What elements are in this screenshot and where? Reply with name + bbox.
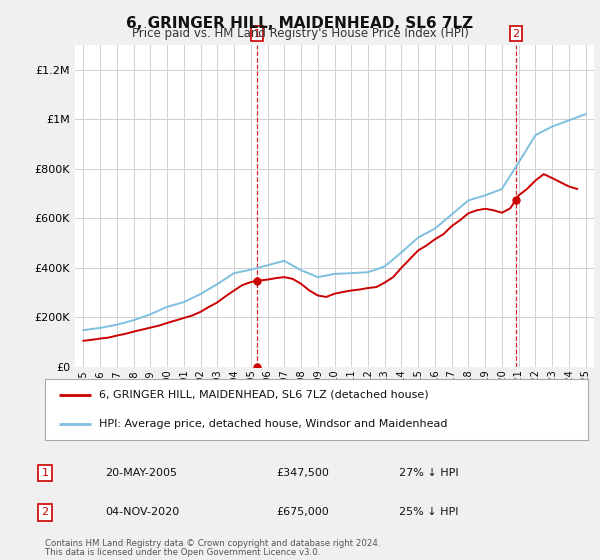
Text: 6, GRINGER HILL, MAIDENHEAD, SL6 7LZ (detached house): 6, GRINGER HILL, MAIDENHEAD, SL6 7LZ (de… xyxy=(100,390,429,400)
Text: This data is licensed under the Open Government Licence v3.0.: This data is licensed under the Open Gov… xyxy=(45,548,320,557)
Text: 04-NOV-2020: 04-NOV-2020 xyxy=(105,507,179,517)
Text: £675,000: £675,000 xyxy=(276,507,329,517)
Text: £347,500: £347,500 xyxy=(276,468,329,478)
Text: 2: 2 xyxy=(41,507,49,517)
Text: 1: 1 xyxy=(41,468,49,478)
Text: Price paid vs. HM Land Registry's House Price Index (HPI): Price paid vs. HM Land Registry's House … xyxy=(131,27,469,40)
Text: HPI: Average price, detached house, Windsor and Maidenhead: HPI: Average price, detached house, Wind… xyxy=(100,419,448,429)
Text: Contains HM Land Registry data © Crown copyright and database right 2024.: Contains HM Land Registry data © Crown c… xyxy=(45,539,380,548)
Text: 25% ↓ HPI: 25% ↓ HPI xyxy=(399,507,458,517)
Text: 2: 2 xyxy=(512,29,520,39)
Text: 27% ↓ HPI: 27% ↓ HPI xyxy=(399,468,458,478)
Text: 6, GRINGER HILL, MAIDENHEAD, SL6 7LZ: 6, GRINGER HILL, MAIDENHEAD, SL6 7LZ xyxy=(127,16,473,31)
Text: 20-MAY-2005: 20-MAY-2005 xyxy=(105,468,177,478)
Text: 1: 1 xyxy=(254,29,260,39)
